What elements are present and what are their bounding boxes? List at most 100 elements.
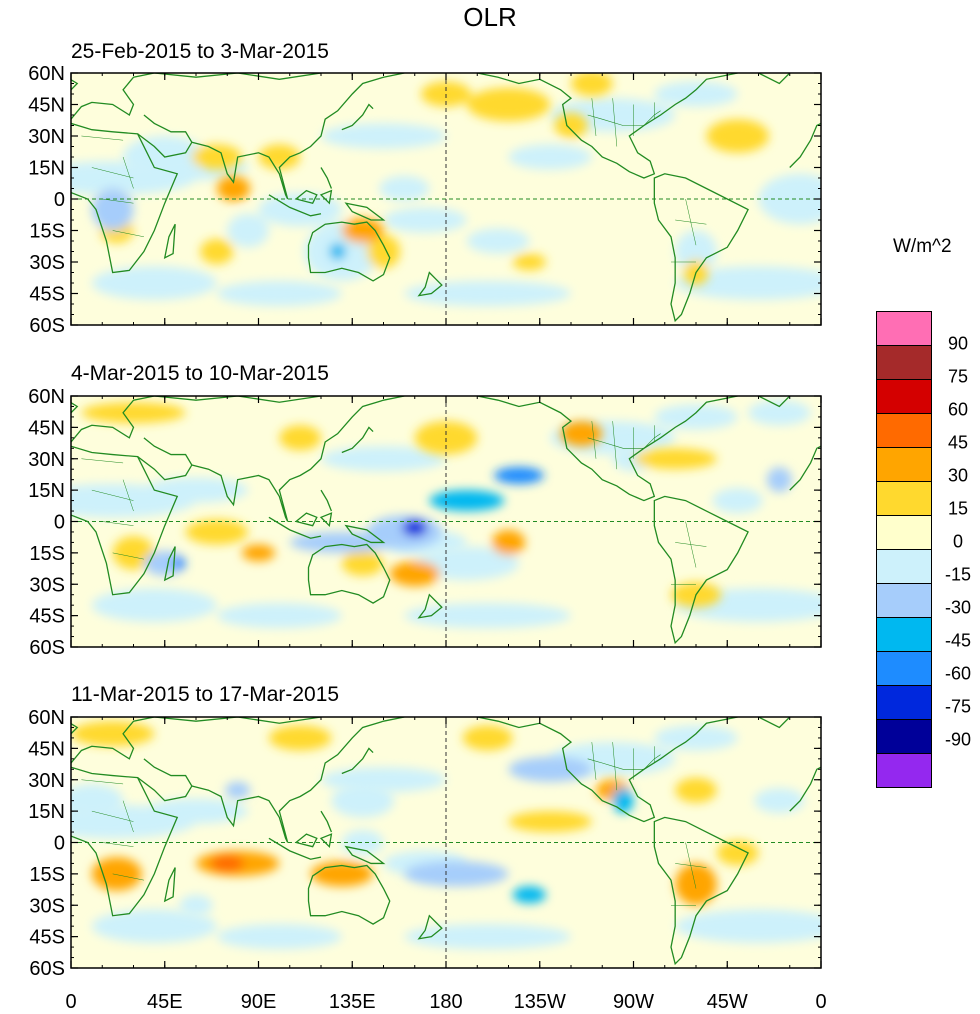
olr-anomaly [379, 175, 430, 202]
olr-anomaly [748, 400, 811, 426]
lat-label: 45S [29, 927, 65, 949]
olr-anomaly [329, 243, 346, 260]
lat-label: 60S [29, 958, 65, 980]
olr-anomaly [758, 173, 821, 225]
olr-anomaly [143, 550, 186, 576]
olr-anomaly-patch [91, 266, 217, 300]
olr-anomaly [508, 756, 592, 782]
lat-label: 60N [28, 386, 65, 408]
lon-label: 135W [514, 991, 566, 1013]
olr-anomaly [675, 863, 717, 906]
panel-2-title: 4-Mar-2015 to 10-Mar-2015 [71, 362, 329, 385]
colorbar [876, 311, 932, 788]
olr-anomaly [633, 448, 717, 470]
lon-label: 90E [241, 991, 277, 1013]
lat-label: 60N [28, 707, 65, 729]
olr-anomaly [341, 550, 384, 576]
olr-anomaly [675, 777, 717, 803]
lat-label: 15N [28, 801, 65, 823]
colorbar-swatch [876, 753, 932, 788]
colorbar-swatch [876, 447, 932, 481]
colorbar-swatch [876, 379, 932, 413]
olr-anomaly [91, 857, 142, 891]
colorbar-tick-label: -30 [944, 597, 972, 618]
colorbar-tick-label: -15 [944, 564, 972, 585]
olr-anomaly [404, 861, 509, 887]
lat-label: 30N [28, 449, 65, 471]
lat-label: 15N [28, 480, 65, 502]
olr-anomaly [179, 894, 213, 916]
olr-anomaly [341, 217, 384, 244]
colorbar-swatch [876, 651, 932, 685]
olr-anomaly [512, 886, 546, 904]
olr-anomaly [414, 546, 519, 581]
olr-anomaly [508, 811, 592, 833]
lat-label: 45N [28, 738, 65, 760]
colorbar-tick-label: 0 [952, 531, 964, 552]
colorbar-tick-label: -90 [944, 729, 972, 750]
olr-anomaly [81, 402, 186, 424]
colorbar-swatch [876, 413, 932, 447]
lat-label: 45S [29, 284, 65, 306]
lat-label: 15N [28, 158, 65, 180]
colorbar-tick-label: 30 [947, 465, 969, 486]
olr-panel-1: 60N 45N 30N 15N 0 15S 30S 45S 60S [28, 63, 822, 337]
lon-label: 90W [613, 991, 654, 1013]
olr-anomaly [389, 561, 440, 587]
olr-anomaly [706, 119, 769, 153]
colorbar-tick-label: 45 [947, 432, 969, 453]
olr-anomaly [491, 529, 526, 555]
olr-anomaly [241, 544, 276, 562]
lat-label: 0 [54, 512, 65, 534]
lat-label: 0 [54, 833, 65, 855]
olr-anomaly [429, 490, 505, 512]
olr-anomaly [512, 253, 546, 271]
lat-label: 15S [29, 221, 65, 243]
olr-panel-3: 60N 45N 30N 15N 0 15S 30S 45S 60S [28, 707, 822, 980]
olr-anomaly [173, 557, 186, 570]
lon-label: 135E [329, 991, 376, 1013]
olr-anomaly [560, 421, 603, 447]
lon-label: 180 [429, 991, 462, 1013]
olr-anomaly [200, 238, 234, 265]
colorbar-swatch [876, 549, 932, 583]
olr-anomaly [341, 829, 384, 856]
olr-anomaly [462, 725, 513, 751]
lat-label: 15S [29, 864, 65, 886]
olr-anomaly [191, 144, 242, 170]
lon-label: 0 [815, 991, 826, 1013]
panel-3-title: 11-Mar-2015 to 17-Mar-2015 [71, 683, 340, 706]
lat-label: 60S [29, 637, 65, 659]
olr-anomaly [754, 788, 805, 814]
olr-anomaly [91, 188, 134, 231]
olr-anomaly-patch [675, 909, 821, 943]
lat-label: 45N [28, 417, 65, 439]
olr-anomaly [571, 73, 613, 97]
colorbar-swatch [876, 311, 932, 345]
colorbar-tick-label: 15 [947, 498, 969, 519]
colorbar-tick-label: -75 [944, 696, 972, 717]
olr-anomaly [258, 144, 301, 170]
colorbar-swatch [876, 481, 932, 515]
colorbar-tick-label: -60 [944, 663, 972, 684]
olr-anomaly-patch [675, 266, 821, 300]
olr-anomaly [493, 467, 544, 484]
olr-anomaly-patch [91, 588, 217, 622]
olr-anomaly-patch [216, 603, 342, 629]
lat-label: 60S [29, 315, 65, 337]
lon-label: 45E [147, 991, 183, 1013]
olr-anomaly [466, 87, 551, 122]
lat-label: 60N [28, 63, 65, 85]
olr-anomaly [712, 488, 763, 514]
lat-label: 45N [28, 95, 65, 117]
olr-anomaly [366, 234, 401, 269]
olr-anomaly-patch [143, 798, 249, 824]
olr-anomaly [185, 519, 249, 545]
olr-anomaly [216, 175, 251, 202]
olr-anomaly-patch [654, 404, 738, 430]
lat-label: 45S [29, 606, 65, 628]
colorbar-swatch [876, 719, 932, 753]
lon-label: 0 [65, 991, 76, 1013]
lat-label: 0 [54, 189, 65, 211]
